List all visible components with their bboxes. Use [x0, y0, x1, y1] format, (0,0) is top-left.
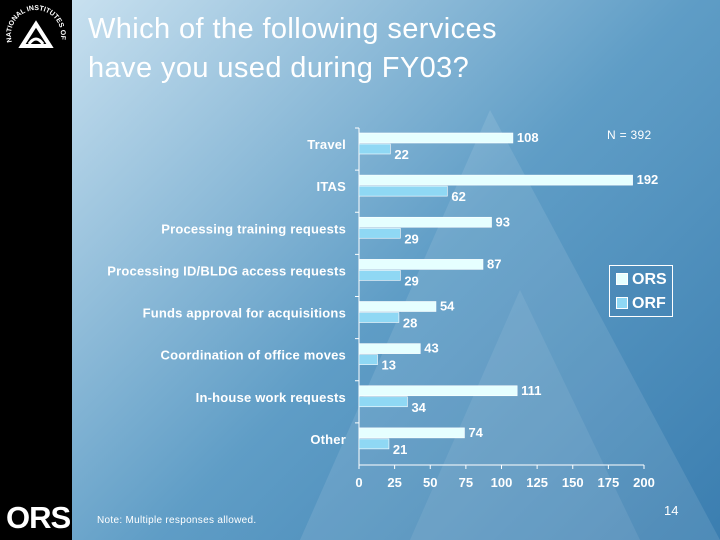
data-label-ors: 108: [517, 130, 539, 145]
bar-ors: [358, 385, 518, 397]
bar-ors: [358, 301, 437, 312]
bar-ors: [358, 427, 465, 439]
x-tick-label: 75: [459, 475, 473, 490]
legend-item-orf: ORF: [616, 293, 666, 315]
x-tick-label: 150: [562, 475, 584, 490]
legend-swatch-orf: [616, 296, 628, 309]
bar-orf: [358, 396, 408, 408]
ors-logo: ORS: [6, 500, 71, 535]
data-label-orf: 62: [451, 189, 465, 204]
data-label-orf: 28: [403, 316, 417, 331]
nih-seal-logo: NATIONAL INSTITUTES OF HEALTH: [4, 4, 66, 48]
data-label-orf: 22: [394, 147, 408, 162]
bar-ors: [358, 132, 514, 144]
legend-label-ors: ORS: [632, 271, 667, 288]
data-label-ors: 54: [440, 299, 455, 314]
bar-orf: [358, 354, 378, 365]
data-label-orf: 29: [404, 231, 418, 246]
title-line-1: Which of the following services: [88, 13, 497, 45]
x-tick-label: 25: [387, 475, 401, 490]
category-label: In-house work requests: [196, 390, 346, 405]
x-tick-label: 50: [423, 475, 437, 490]
bar-ors: [358, 216, 492, 228]
legend-label-orf: ORF: [632, 295, 666, 312]
category-label: Coordination of office moves: [161, 348, 346, 363]
sample-size-annotation: N = 392: [607, 128, 652, 142]
bar-orf: [358, 438, 390, 450]
x-tick-label: 125: [526, 475, 548, 490]
data-label-ors: 93: [496, 214, 510, 229]
category-label: Funds approval for acquisitions: [143, 306, 346, 321]
data-label-ors: 74: [468, 425, 483, 440]
data-label-ors: 111: [521, 383, 541, 398]
category-label: ITAS: [317, 179, 347, 194]
x-tick-label: 0: [355, 475, 362, 490]
bar-ors: [358, 343, 421, 354]
bar-orf: [358, 143, 391, 155]
data-label-orf: 21: [393, 442, 407, 457]
data-label-ors: 43: [424, 341, 438, 356]
category-label: Processing ID/BLDG access requests: [107, 263, 346, 278]
x-tick-label: 100: [491, 475, 513, 490]
bar-orf: [358, 312, 400, 323]
legend-swatch-ors: [616, 272, 628, 285]
slide-title: Which of the following services have you…: [88, 10, 588, 88]
data-label-orf: 34: [411, 400, 426, 415]
bar-ors: [358, 259, 484, 270]
title-line-2: have you used during FY03?: [88, 52, 470, 84]
sidebar: NATIONAL INSTITUTES OF HEALTH ORS: [0, 0, 72, 540]
bar-orf: [358, 227, 401, 239]
category-label: Travel: [307, 137, 346, 152]
data-label-ors: 87: [487, 256, 501, 271]
legend-item-ors: ORS: [616, 269, 667, 291]
page-number: 14: [664, 503, 679, 518]
x-tick-label: 200: [633, 475, 655, 490]
bar-orf: [358, 270, 401, 281]
footnote: Note: Multiple responses allowed.: [97, 515, 257, 526]
category-label: Other: [310, 432, 346, 447]
bar-ors: [358, 174, 633, 186]
data-label-ors: 192: [637, 172, 659, 187]
data-label-orf: 13: [382, 358, 396, 373]
data-label-orf: 29: [404, 273, 418, 288]
chart-legend: ORS ORF: [609, 265, 673, 317]
category-label: Processing training requests: [161, 221, 346, 236]
x-tick-label: 175: [598, 475, 620, 490]
bar-orf: [358, 185, 448, 197]
